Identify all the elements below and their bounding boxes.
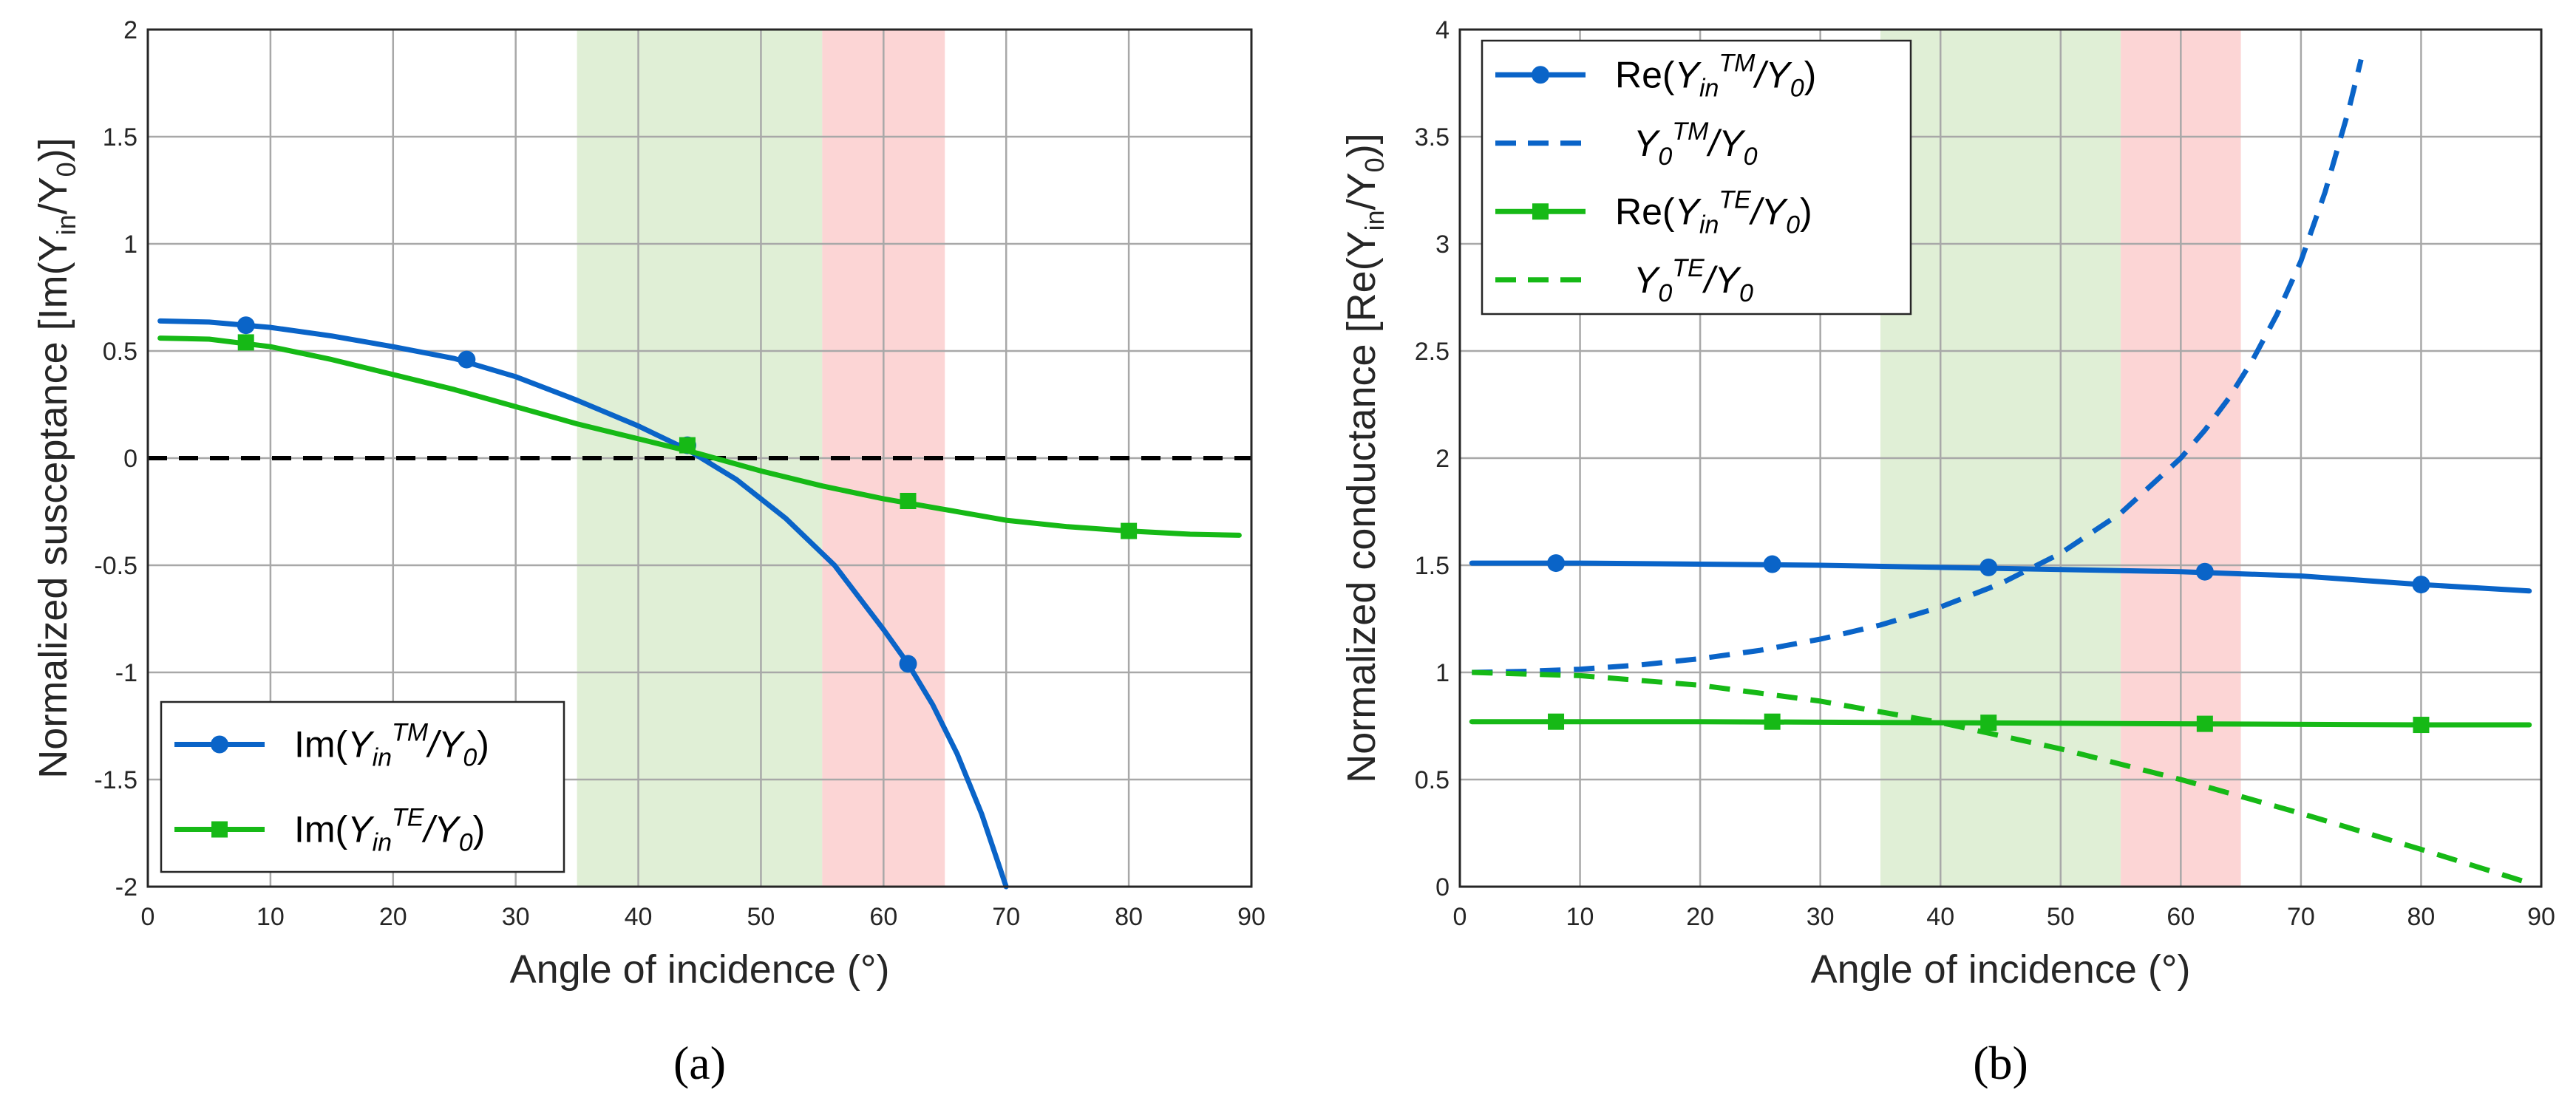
y-tick-label: 1 (123, 231, 137, 259)
legend-label-1: Im(YinTE/Y0) (294, 804, 485, 857)
data-point (2413, 717, 2430, 734)
data-point (679, 437, 696, 454)
x-tick-label: 70 (2287, 903, 2315, 931)
y-tick-label: 1.5 (103, 123, 137, 151)
y-tick-label: 0 (1435, 873, 1450, 901)
y-tick-labels-b: 0 0.5 1 1.5 2 2.5 3 3.5 4 (1415, 16, 1450, 901)
legend-a: Im(YinTM/Y0) Im(YinTE/Y0) (160, 700, 565, 873)
series-line-3 (1472, 669, 2530, 886)
data-point (2412, 576, 2430, 594)
legend-box (1481, 39, 1912, 316)
y-tick-label: 3 (1435, 231, 1450, 259)
data-point (1548, 713, 1565, 730)
data-point (2196, 715, 2213, 732)
legend-label-0: Im(YinTM/Y0) (294, 719, 489, 772)
series-a (157, 316, 1242, 890)
data-point (237, 316, 255, 335)
y-tick-label: 3.5 (1415, 123, 1450, 151)
axes-frame-a (146, 28, 1253, 888)
x-tick-label: 40 (1926, 903, 1954, 931)
data-point (237, 334, 254, 351)
y-axis-label-a: Normalized susceptance [Im(Yin/Y0)] (31, 137, 81, 778)
x-tick-label: 80 (2407, 903, 2436, 931)
x-tick-label: 90 (1237, 903, 1265, 931)
data-point (2195, 562, 2214, 581)
x-tick-labels-a: 0 10 20 30 40 50 60 70 80 90 (141, 903, 1265, 931)
legend-box (160, 700, 565, 873)
panel-label-b: (b) (1973, 1037, 2028, 1089)
y-tick-label: 0 (123, 445, 137, 473)
x-tick-label: 30 (1807, 903, 1835, 931)
chart-panel-a: 0 10 20 30 40 50 60 70 80 90 -2 -1.5 -1 -0.5 0 0.5 1 1.5… (31, 16, 1265, 1089)
series-line-0 (1469, 560, 2532, 594)
x-tick-label: 30 (502, 903, 530, 931)
axes-frame-b (1458, 28, 2543, 888)
y-tick-labels-a: -2 -1.5 -1 -0.5 0 0.5 1 1.5 2 (94, 16, 137, 901)
y-tick-label: 2 (123, 16, 137, 44)
legend-b: Re(YinTM/Y0) Y0TM/Y0 Re(YinTE/Y0) Y0TE/Y0 (1481, 39, 1912, 316)
series-line-1 (1472, 58, 2364, 675)
panel-label-a: (a) (673, 1037, 726, 1089)
series-b (1469, 58, 2532, 886)
x-tick-label: 80 (1115, 903, 1143, 931)
x-tick-label: 0 (141, 903, 155, 931)
x-tick-label: 60 (2167, 903, 2195, 931)
series-line-1 (157, 335, 1242, 538)
legend-label-1: Y0TM/Y0 (1634, 117, 1758, 171)
legend-label-2: Re(YinTE/Y0) (1615, 185, 1812, 239)
data-point (1980, 715, 1997, 732)
y-tick-label: -1 (115, 659, 137, 687)
y-tick-label: 0.5 (103, 338, 137, 366)
series-line-2 (1469, 719, 2532, 728)
legend-marker (1532, 203, 1549, 220)
legend-marker (211, 821, 228, 838)
data-point (1547, 554, 1566, 573)
x-axis-label-a: Angle of incidence (°) (510, 947, 890, 992)
x-tick-label: 10 (1566, 903, 1594, 931)
x-tick-label: 60 (869, 903, 897, 931)
legend-marker (1532, 66, 1549, 84)
chart-panel-b: 0 10 20 30 40 50 60 70 80 90 0 0.5 1 1.5 2 2.5 3 3.5 4 An… (1339, 16, 2555, 1089)
y-tick-label: -0.5 (94, 552, 137, 580)
data-point (1979, 558, 1998, 576)
y-tick-label: 1 (1435, 659, 1450, 687)
legend-marker (211, 735, 228, 754)
x-tick-label: 50 (2047, 903, 2075, 931)
x-tick-label: 90 (2527, 903, 2555, 931)
x-tick-label: 20 (1686, 903, 1714, 931)
x-axis-label-b: Angle of incidence (°) (1811, 947, 2191, 992)
data-point (458, 350, 476, 369)
data-point (1764, 713, 1781, 730)
y-tick-label: 1.5 (1415, 552, 1450, 580)
y-axis-label-b: Normalized conductance [Re(Yin/Y0)] (1339, 133, 1390, 782)
data-point (1763, 555, 1781, 573)
legend-label-3: Y0TE/Y0 (1634, 254, 1753, 307)
x-tick-label: 10 (256, 903, 285, 931)
y-tick-label: 2 (1435, 445, 1450, 473)
x-tick-label: 20 (379, 903, 407, 931)
x-tick-label: 0 (1453, 903, 1467, 931)
x-tick-label: 40 (625, 903, 653, 931)
y-tick-label: 4 (1435, 16, 1450, 44)
y-tick-label: -2 (115, 873, 137, 901)
x-tick-labels-b: 0 10 20 30 40 50 60 70 80 90 (1453, 903, 2555, 931)
x-tick-label: 70 (992, 903, 1020, 931)
x-tick-label: 50 (747, 903, 775, 931)
data-point (1121, 522, 1138, 539)
data-point (899, 655, 917, 673)
y-tick-label: 0.5 (1415, 766, 1450, 794)
data-point (900, 493, 917, 509)
y-tick-label: -1.5 (94, 766, 137, 794)
y-tick-label: 2.5 (1415, 338, 1450, 366)
legend-label-0: Re(YinTM/Y0) (1615, 49, 1816, 102)
